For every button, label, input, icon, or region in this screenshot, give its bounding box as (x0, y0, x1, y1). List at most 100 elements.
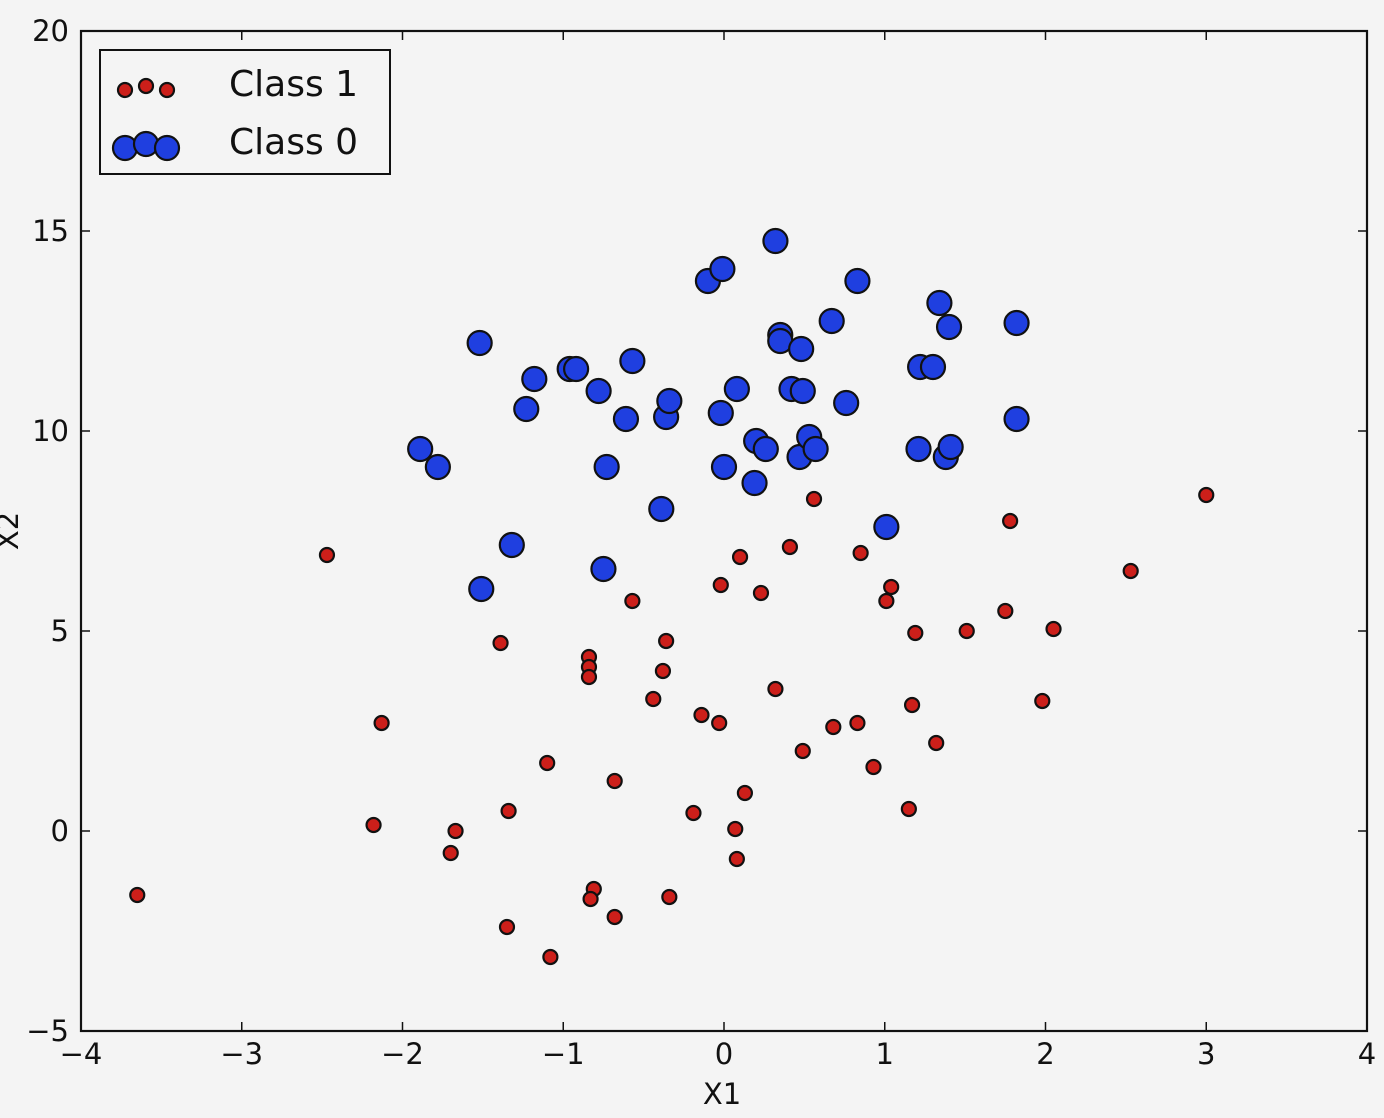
data-point (693, 706, 710, 724)
data-point (707, 399, 734, 427)
y-tick-label: −5 (26, 1014, 69, 1048)
data-point (365, 816, 382, 834)
data-point (619, 347, 646, 375)
data-point (563, 355, 590, 383)
data-point (606, 772, 623, 790)
data-point (997, 602, 1014, 620)
data-point (542, 948, 559, 966)
legend-entry: Class 0 (111, 122, 358, 163)
legend-label: Class 0 (229, 122, 358, 163)
data-point (129, 886, 146, 904)
data-point (1198, 486, 1215, 504)
y-tick-label: 5 (51, 614, 69, 648)
plot-frame (79, 29, 1369, 1033)
data-point (468, 575, 495, 603)
data-point (466, 329, 493, 357)
data-point (373, 714, 390, 732)
legend-marker (111, 134, 139, 162)
legend-marker (116, 81, 134, 99)
y-tick-label: 10 (32, 414, 69, 448)
data-point (661, 888, 678, 906)
data-point (752, 435, 779, 463)
data-point (825, 718, 842, 736)
legend-marker (158, 81, 176, 99)
data-point (802, 435, 829, 463)
x-tick-label: 0 (715, 1037, 733, 1071)
data-point (513, 395, 540, 423)
data-point (727, 820, 744, 838)
data-point (1002, 512, 1019, 530)
legend-marker (137, 77, 155, 95)
legend-label: Class 1 (229, 64, 358, 105)
x-tick-label: −3 (220, 1037, 263, 1071)
data-point (442, 844, 459, 862)
data-point (648, 495, 675, 523)
legend-marker (153, 134, 181, 162)
x-tick-label: −4 (60, 1037, 103, 1071)
data-point (407, 435, 434, 463)
data-point (498, 918, 516, 936)
data-point (645, 690, 662, 708)
legend-marker (132, 130, 160, 158)
data-point (580, 668, 598, 686)
data-point (424, 453, 451, 481)
data-point (788, 335, 815, 363)
data-point (852, 544, 869, 562)
data-point (318, 546, 336, 564)
data-point (926, 289, 953, 317)
data-point (878, 592, 895, 610)
data-point (805, 490, 823, 508)
data-point (590, 555, 617, 583)
data-point (521, 365, 548, 393)
x-tick-label: −1 (542, 1037, 585, 1071)
data-point (593, 453, 620, 481)
data-point (736, 784, 753, 802)
data-point (728, 850, 745, 868)
x-tick-label: 2 (1036, 1037, 1054, 1071)
y-tick-label: 15 (32, 214, 69, 248)
data-point (585, 377, 612, 405)
data-point (919, 353, 947, 381)
data-point (1122, 562, 1139, 580)
series-1 (407, 227, 1030, 603)
data-point (789, 377, 816, 405)
data-point (958, 622, 975, 640)
data-point (711, 714, 728, 732)
data-point (762, 227, 789, 255)
legend: Class 1 Class 0 (99, 49, 391, 175)
data-point (723, 375, 750, 403)
data-point (500, 802, 517, 820)
y-tick-label: 0 (51, 814, 69, 848)
data-point (731, 548, 749, 566)
data-point (907, 624, 924, 642)
data-point (849, 714, 866, 732)
data-point (539, 754, 556, 772)
data-point (905, 435, 932, 463)
data-point (1003, 309, 1030, 337)
x-tick-label: 1 (876, 1037, 894, 1071)
data-point (612, 405, 640, 433)
y-tick-label: 20 (32, 14, 69, 48)
data-point (883, 578, 900, 596)
data-point (741, 469, 768, 497)
plot-area (81, 31, 1367, 1031)
data-points (129, 227, 1215, 966)
data-point (935, 313, 963, 341)
data-point (1003, 405, 1030, 433)
tick-labels: −4 −3 −2 −1 0 1 2 3 4 −5 0 5 10 15 20 (26, 14, 1376, 1071)
data-point (658, 632, 675, 650)
data-point (498, 531, 525, 559)
data-point (928, 734, 945, 752)
legend-entry: Class 1 (116, 64, 358, 105)
series-0 (129, 486, 1215, 966)
data-point (709, 255, 736, 283)
data-point (710, 453, 738, 481)
data-point (624, 592, 641, 610)
data-point (937, 433, 964, 461)
data-point (685, 804, 702, 822)
data-point (903, 696, 921, 714)
data-point (767, 680, 784, 698)
data-point (582, 890, 599, 908)
y-axis-label: X2 (0, 512, 25, 550)
data-point (1045, 620, 1062, 638)
